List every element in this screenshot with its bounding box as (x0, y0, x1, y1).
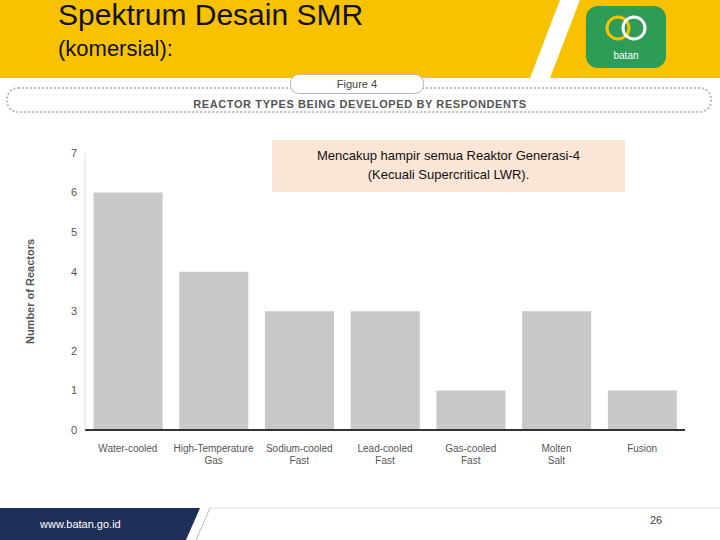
svg-text:3: 3 (71, 305, 77, 317)
svg-text:Water-cooled: Water-cooled (98, 443, 157, 454)
svg-text:0: 0 (71, 424, 77, 436)
html-text:(komersial):: (komersial): (58, 36, 173, 61)
svg-text:1: 1 (71, 384, 77, 396)
html-text:Mencakup hampir semua Reaktor: Mencakup hampir semua Reaktor Generasi-4… (317, 148, 580, 182)
svg-text:4: 4 (71, 266, 77, 278)
svg-text:6: 6 (71, 186, 77, 198)
html-text:26: 26 (649, 514, 663, 526)
svg-text:Number of Reactors: Number of Reactors (24, 239, 36, 344)
html-text:batan: batan (613, 50, 639, 61)
svg-text:Fusion: Fusion (627, 443, 657, 454)
svg-text:Sodium-cooledFast: Sodium-cooledFast (266, 443, 333, 466)
svg-text:High-TemperatureGas: High-TemperatureGas (174, 443, 254, 466)
svg-text:2: 2 (71, 345, 77, 357)
svg-text:MoltenSalt: MoltenSalt (541, 443, 571, 466)
svg-text:Gas-cooledFast: Gas-cooledFast (445, 443, 496, 466)
svg-text:7: 7 (71, 147, 77, 159)
html-text:www.batan.go.id: www.batan.go.id (40, 518, 121, 530)
svg-text:Lead-cooledFast: Lead-cooledFast (357, 443, 412, 466)
svg-text:5: 5 (71, 226, 77, 238)
html-text:REACTOR TYPES BEING DEVELOPED: REACTOR TYPES BEING DEVELOPED BY RESPOND… (193, 98, 527, 110)
html-text:Figure 4: Figure 4 (336, 78, 378, 90)
